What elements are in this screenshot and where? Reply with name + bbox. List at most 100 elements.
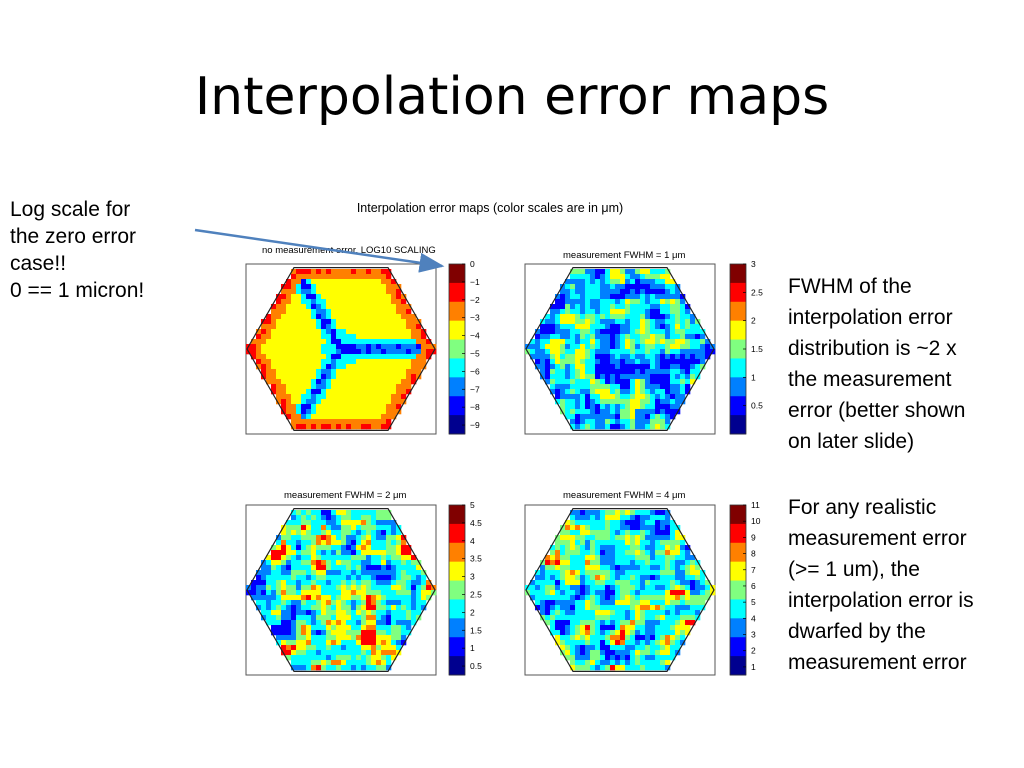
heatmap-cell bbox=[590, 630, 596, 636]
heatmap-cell bbox=[361, 369, 367, 375]
heatmap-cell bbox=[685, 610, 691, 616]
heatmap-cell bbox=[341, 404, 347, 410]
heatmap-cell bbox=[391, 369, 397, 375]
heatmap-cell bbox=[570, 409, 576, 415]
heatmap-cell bbox=[391, 625, 397, 631]
heatmap-cell bbox=[276, 630, 282, 636]
heatmap-cell bbox=[371, 404, 377, 410]
heatmap-cell bbox=[366, 525, 372, 531]
heatmap-cell bbox=[361, 600, 367, 606]
heatmap-cell bbox=[615, 525, 621, 531]
heatmap-cell bbox=[416, 570, 422, 576]
heatmap-cell bbox=[580, 349, 586, 355]
heatmap-cell bbox=[625, 284, 631, 290]
heatmap-cell bbox=[371, 530, 377, 536]
heatmap-cell bbox=[650, 419, 656, 425]
heatmap-cell bbox=[585, 630, 591, 636]
colorbar-segment bbox=[449, 505, 465, 525]
heatmap-cell bbox=[306, 299, 312, 305]
heatmap-cell bbox=[555, 349, 561, 355]
heatmap-cell bbox=[570, 329, 576, 335]
heatmap-cell bbox=[585, 650, 591, 656]
heatmap-cell bbox=[690, 590, 696, 596]
heatmap-cell bbox=[291, 555, 297, 561]
heatmap-cell bbox=[306, 580, 312, 586]
heatmap-cell bbox=[306, 399, 312, 405]
heatmap-cell bbox=[585, 379, 591, 385]
heatmap-cell bbox=[615, 329, 621, 335]
heatmap-cell bbox=[401, 394, 407, 400]
heatmap-cell bbox=[605, 314, 611, 320]
heatmap-cell bbox=[600, 309, 606, 315]
heatmap-cell bbox=[610, 319, 616, 325]
heatmap-cell bbox=[595, 650, 601, 656]
heatmap-cell bbox=[585, 575, 591, 581]
heatmap-cell bbox=[670, 645, 676, 651]
heatmap-cell bbox=[366, 304, 372, 310]
heatmap-cell bbox=[336, 535, 342, 541]
heatmap-cell bbox=[655, 344, 661, 350]
heatmap-cell bbox=[366, 605, 372, 611]
heatmap-cell bbox=[296, 645, 302, 651]
heatmap-cell bbox=[276, 299, 282, 305]
heatmap-cell bbox=[381, 605, 387, 611]
heatmap-cell bbox=[291, 625, 297, 631]
heatmap-cell bbox=[545, 354, 551, 360]
heatmap-cell bbox=[406, 374, 412, 380]
heatmap-cell bbox=[331, 274, 337, 280]
heatmap-cell bbox=[665, 374, 671, 380]
heatmap-cell bbox=[371, 324, 377, 330]
heatmap-cell bbox=[271, 580, 277, 586]
heatmap-cell bbox=[301, 284, 307, 290]
heatmap-cell bbox=[366, 595, 372, 601]
heatmap-cell bbox=[401, 369, 407, 375]
heatmap-cell bbox=[645, 419, 651, 425]
right-annotation-line: dwarfed by the bbox=[788, 620, 926, 643]
heatmap-cell bbox=[376, 379, 382, 385]
heatmap-cell bbox=[356, 520, 362, 526]
heatmap-cell bbox=[665, 535, 671, 541]
heatmap-cell bbox=[361, 530, 367, 536]
heatmap-cell bbox=[351, 314, 357, 320]
heatmap-cell bbox=[261, 560, 267, 566]
heatmap-cell bbox=[615, 364, 621, 370]
heatmap-cell bbox=[650, 525, 656, 531]
heatmap-cell bbox=[630, 520, 636, 526]
heatmap-cell bbox=[296, 555, 302, 561]
heatmap-cell bbox=[575, 394, 581, 400]
heatmap-cell bbox=[590, 655, 596, 661]
heatmap-cell bbox=[361, 535, 367, 541]
heatmap-cell bbox=[356, 665, 362, 671]
heatmap-cell bbox=[381, 585, 387, 591]
heatmap-cell bbox=[271, 550, 277, 556]
heatmap-cell bbox=[590, 349, 596, 355]
heatmap-cell bbox=[336, 555, 342, 561]
heatmap-cell bbox=[640, 565, 646, 571]
heatmap-cell bbox=[635, 570, 641, 576]
heatmap-cell bbox=[261, 364, 267, 370]
heatmap-cell bbox=[316, 590, 322, 596]
heatmap-cell bbox=[635, 650, 641, 656]
heatmap-cell bbox=[560, 404, 566, 410]
heatmap-cell bbox=[640, 575, 646, 581]
heatmap-cell bbox=[341, 284, 347, 290]
heatmap-cell bbox=[336, 404, 342, 410]
heatmap-cell bbox=[386, 555, 392, 561]
heatmap-cell bbox=[386, 374, 392, 380]
heatmap-cell bbox=[336, 515, 342, 521]
heatmap-cell bbox=[595, 595, 601, 601]
heatmap-cell bbox=[391, 585, 397, 591]
heatmap-cell bbox=[605, 530, 611, 536]
heatmap-cell bbox=[615, 304, 621, 310]
heatmap-cell bbox=[396, 615, 402, 621]
heatmap-cell bbox=[251, 354, 257, 360]
heatmap-cell bbox=[680, 590, 686, 596]
heatmap-cell bbox=[655, 545, 661, 551]
heatmap-cell bbox=[276, 550, 282, 556]
heatmap-cell bbox=[635, 525, 641, 531]
heatmap-cell bbox=[615, 550, 621, 556]
heatmap-cell bbox=[575, 359, 581, 365]
heatmap-cell bbox=[331, 369, 337, 375]
heatmap-cell bbox=[645, 635, 651, 641]
heatmap-cell bbox=[585, 354, 591, 360]
